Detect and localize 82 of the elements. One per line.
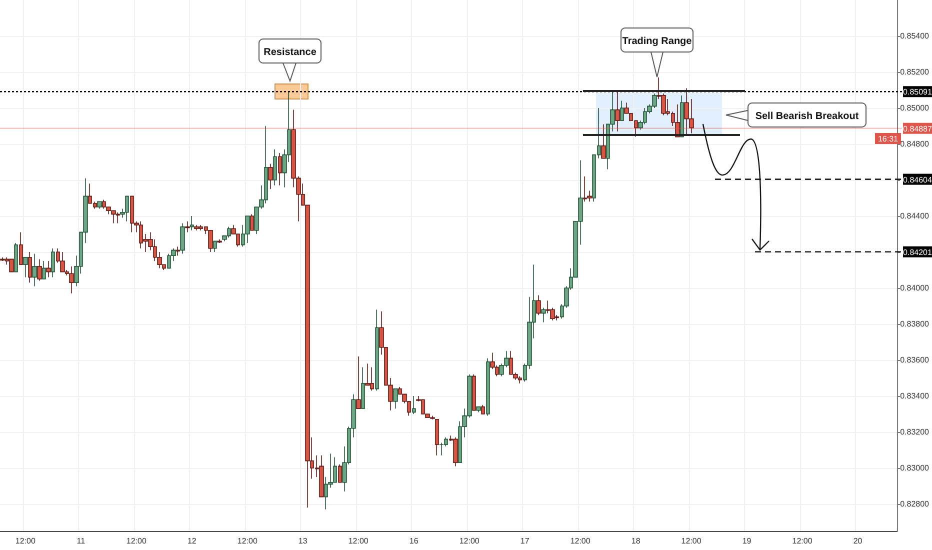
candlestick — [412, 396, 416, 414]
candlestick — [28, 252, 32, 283]
candlestick — [319, 455, 324, 498]
candlestick — [46, 260, 51, 278]
x-tick-label: 11 — [76, 536, 86, 546]
x-tick-label: 12:00 — [570, 536, 591, 546]
y-tick-label: 0.82800 — [900, 500, 930, 508]
y-tick-label: 0.84000 — [900, 284, 930, 292]
y-tick-label: 0.85400 — [900, 32, 930, 40]
candlestick — [601, 124, 606, 159]
y-tick-label: 0.83600 — [900, 356, 930, 364]
candlestick — [615, 91, 620, 132]
annotation: 16:31 — [878, 134, 899, 144]
candlestick — [375, 309, 379, 391]
annotation: Sell Bearish Breakout — [755, 111, 860, 122]
candlestick — [476, 406, 481, 413]
candlestick — [9, 258, 14, 272]
candlestick — [541, 307, 546, 323]
x-tick-label: 12:00 — [348, 536, 369, 546]
y-tick-label: 0.85000 — [900, 104, 930, 112]
x-tick-label: 16 — [409, 536, 419, 546]
candlestick — [37, 258, 42, 282]
x-tick-label: 12:00 — [792, 536, 813, 546]
x-tick-label: 12:00 — [681, 536, 702, 546]
candlestick — [42, 260, 46, 280]
candlestick — [481, 404, 485, 414]
ref-line-label: 0.85091 — [903, 88, 932, 97]
x-tick-label: 13 — [298, 536, 308, 546]
candlestick — [97, 201, 102, 210]
candlestick — [680, 95, 684, 138]
candlestick — [393, 388, 398, 409]
candlestick — [194, 224, 199, 231]
ref-line-label: 0.84604 — [903, 175, 932, 184]
candlestick — [268, 163, 273, 190]
candlestick — [273, 149, 277, 186]
x-tick-label: 12:00 — [126, 536, 147, 546]
candlestick — [180, 222, 185, 254]
x-tick-label: 18 — [631, 536, 641, 546]
x-tick-label: 12:00 — [459, 536, 480, 546]
candlestick — [620, 100, 624, 121]
candlestick — [208, 230, 213, 252]
candlestick — [356, 356, 361, 409]
y-tick-label: 0.83400 — [900, 392, 930, 400]
candlestick — [250, 214, 254, 231]
x-tick-label: 12:00 — [15, 536, 36, 546]
candlestick — [51, 248, 55, 278]
candlestick — [472, 374, 476, 411]
candlestick — [176, 246, 180, 256]
y-tick-label: 0.85200 — [900, 68, 930, 76]
x-tick-label: 19 — [742, 536, 752, 546]
y-tick-label: 0.83800 — [900, 320, 930, 328]
candlestick — [217, 239, 222, 244]
x-tick-label: 17 — [520, 536, 530, 546]
candlestick — [361, 366, 365, 409]
candlestick — [0, 257, 5, 262]
y-tick-label: 0.84800 — [900, 140, 930, 148]
annotation: Trading Range — [622, 36, 692, 47]
candlestick — [23, 257, 28, 278]
candlestick — [190, 216, 194, 231]
candlestick — [185, 221, 190, 233]
candlestick — [14, 242, 18, 272]
ref-line-label: 0.84887 — [903, 124, 932, 134]
candlestick — [213, 240, 217, 252]
y-tick-label: 0.83200 — [900, 428, 930, 436]
y-tick-label: 0.84400 — [900, 212, 930, 220]
candlestick — [536, 294, 541, 316]
candlestick — [453, 437, 458, 467]
ref-line-label: 0.84201 — [903, 248, 932, 257]
candlestick — [60, 252, 65, 272]
candlestick — [338, 464, 342, 483]
annotation: Resistance — [264, 47, 317, 58]
candlestick — [32, 253, 37, 287]
x-tick-label: 12 — [187, 536, 197, 546]
candlestick — [245, 216, 250, 244]
x-tick-label: 20 — [853, 536, 863, 546]
candlestick — [486, 358, 490, 416]
candlestick — [435, 419, 439, 456]
candlestick — [69, 266, 74, 294]
x-tick-label: 12:00 — [237, 536, 258, 546]
y-tick-label: 0.83000 — [900, 464, 930, 472]
candlestick — [278, 152, 282, 186]
candlestick — [19, 232, 23, 265]
